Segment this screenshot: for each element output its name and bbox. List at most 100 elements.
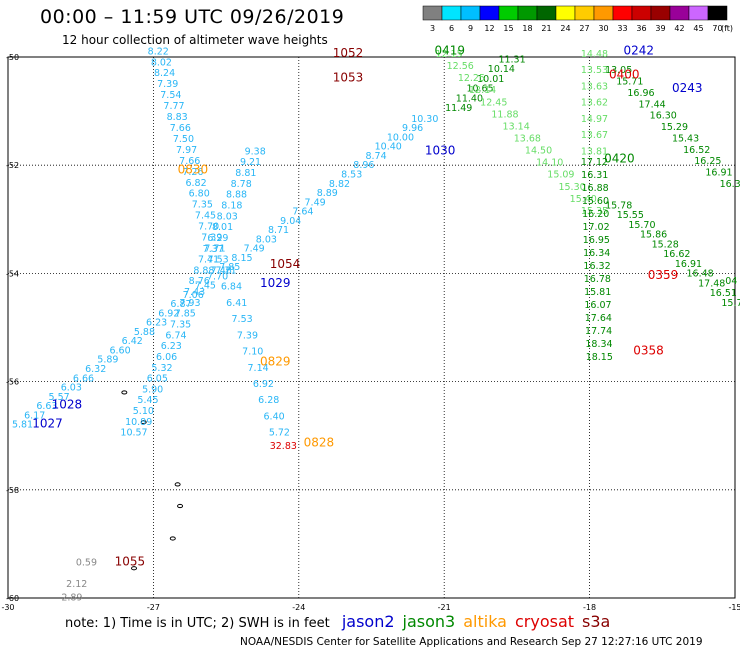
pass-time-label: 1053 <box>333 70 364 84</box>
wave-height-value: 13.68 <box>514 133 541 144</box>
wave-height-value: 6.41 <box>226 298 247 309</box>
wave-height-value: 6.17 <box>24 410 45 421</box>
wave-height-value: 6.28 <box>258 395 279 406</box>
wave-height-value: 7.41 <box>198 255 219 266</box>
wave-height-value: 15.40 <box>570 194 597 205</box>
wave-height-value: 12.14 <box>469 85 496 96</box>
wave-height-value: 6.92 <box>158 308 179 319</box>
wave-height-value: 8.76 <box>189 276 210 287</box>
lat-label: -50 <box>6 53 19 62</box>
wave-height-value: 7.85 <box>219 262 240 273</box>
wave-height-value: 14.48 <box>581 49 608 60</box>
wave-height-value: 18.15 <box>586 352 613 363</box>
wave-height-value: 6.42 <box>122 336 143 347</box>
s3a-track: 10.5710.895.105.455.906.055.326.066.236.… <box>120 146 265 438</box>
wave-height-value: 16.32 <box>583 261 610 272</box>
wave-height-value: 7.54 <box>160 90 181 101</box>
wave-height-value: 0.59 <box>76 558 97 569</box>
legend-line: note: 1) Time is in UTC; 2) SWH is in fe… <box>65 612 626 631</box>
colorbar-tick-label: 15 <box>503 24 513 33</box>
pass-time-label: 1052 <box>333 46 364 60</box>
colorbar-swatch <box>574 5 595 21</box>
wave-height-value: 7.35 <box>170 320 191 331</box>
island-6-shape <box>131 566 138 571</box>
wave-height-value: 5.88 <box>134 327 155 338</box>
wave-height-value: 11.40 <box>456 93 483 104</box>
wave-height-value: 7.66 <box>179 156 200 167</box>
wave-height-value: 12.15 <box>435 49 462 60</box>
wave-height-value: 11.88 <box>491 109 518 120</box>
wave-height-value: 16.07 <box>584 300 611 311</box>
wave-height-value: 7.53 <box>208 254 229 265</box>
wave-height-value: 12.45 <box>480 97 507 108</box>
wave-height-value: 13.14 <box>503 121 530 132</box>
wave-height-value: 6.74 <box>165 330 186 341</box>
colorbar-swatch <box>479 5 500 21</box>
pass-time-label: 1030 <box>425 143 456 157</box>
wave-height-value: 16.62 <box>663 249 690 260</box>
wave-height-value: 8.88 <box>226 190 247 201</box>
colorbar-tick-label: 21 <box>541 24 551 33</box>
pass-time-label: 1028 <box>52 398 83 412</box>
wave-height-value: 7.53 <box>232 314 253 325</box>
island-2-shape <box>140 420 147 425</box>
colorbar-swatch <box>536 5 557 21</box>
note-text: note: 1) Time is in UTC; 2) SWH is in fe… <box>65 616 330 631</box>
wave-height-value: 17.48 <box>698 278 725 289</box>
wave-height-value: 32.83 <box>270 441 297 452</box>
pass-time-label: 1027 <box>32 417 63 431</box>
pass-time-label: 1055 <box>115 555 146 569</box>
wave-height-value: 16.34 <box>583 248 610 259</box>
lat-label: -56 <box>6 378 19 387</box>
wave-height-value: 7.45 <box>195 211 216 222</box>
jason3-descending: 12.1512.5612.2512.1412.4511.8813.1413.68… <box>435 49 608 217</box>
wave-height-value: 15.78 <box>605 200 632 211</box>
wave-height-value: 10.30 <box>411 114 438 125</box>
wave-height-value: 16.95 <box>583 235 610 246</box>
pass-time-label: 1054 <box>270 257 301 271</box>
pass-time-label: 0400 <box>609 68 640 82</box>
colorbar: 3 6 9 12 15 18 21 24 27 30 33 36 39 42 45 70(ft) <box>422 5 733 33</box>
wave-height-value: 6.80 <box>189 189 210 200</box>
colorbar-tick-label: 45 <box>693 24 703 33</box>
lon-label: -30 <box>1 603 14 612</box>
wave-height-value: 6.66 <box>73 373 94 384</box>
colorbar-tick-label: 42 <box>674 24 684 33</box>
islands <box>121 390 184 571</box>
wave-height-value: 13.05 <box>605 65 632 76</box>
wave-height-value: 6.82 <box>185 178 206 189</box>
lat-label: -58 <box>6 486 19 495</box>
pass-time-label: 0419 <box>435 43 466 57</box>
wave-height-value: 5.89 <box>97 355 118 366</box>
wave-height-value: 9.38 <box>245 146 266 157</box>
wave-height-value: 8.01 <box>212 222 233 233</box>
wave-height-value: 8.22 <box>148 46 169 57</box>
s3a-right: 13.0515.7116.9617.4416.3015.2915.4316.52… <box>605 65 740 190</box>
colorbar-swatch <box>441 5 462 21</box>
altimeter-tracks: 8.228.028.247.397.547.778.837.667.507.97… <box>12 46 740 438</box>
wave-height-value: 7.39 <box>237 330 258 341</box>
wave-height-value: 6.06 <box>156 352 177 363</box>
wave-height-value: 15.81 <box>584 287 611 298</box>
colorbar-unit: (ft) <box>721 24 733 33</box>
satellite-s3a: s3a <box>582 612 611 631</box>
wave-height-value: 10.00 <box>387 132 414 143</box>
wave-height-value: 6.87 <box>170 299 191 310</box>
wave-height-value: 8.81 <box>235 168 256 179</box>
satellite-legend: jason2 jason3 altika cryosat s3a <box>342 612 619 631</box>
wave-height-value: 10.65 <box>466 84 493 95</box>
wave-height-value: 04 <box>725 276 737 287</box>
lat-label: -60 <box>6 594 19 603</box>
map-frame <box>7 56 736 599</box>
axis-labels: -50 -52 -54 -56 -58 -60-30 -27 -24 -21 -18 -15 <box>1 53 740 612</box>
colorbar-tick-label: 9 <box>468 24 473 33</box>
wave-height-value: 15.77 <box>721 298 740 309</box>
wave-height-value: 16.91 <box>675 259 702 270</box>
wave-height-value: 9.04 <box>280 216 301 227</box>
wave-height-value: 8.74 <box>365 151 386 162</box>
colorbar-swatch <box>498 5 519 21</box>
colorbar-tick-label: 18 <box>522 24 532 33</box>
wave-height-value: 7.35 <box>192 200 213 211</box>
colorbar-tick-label: 39 <box>655 24 665 33</box>
